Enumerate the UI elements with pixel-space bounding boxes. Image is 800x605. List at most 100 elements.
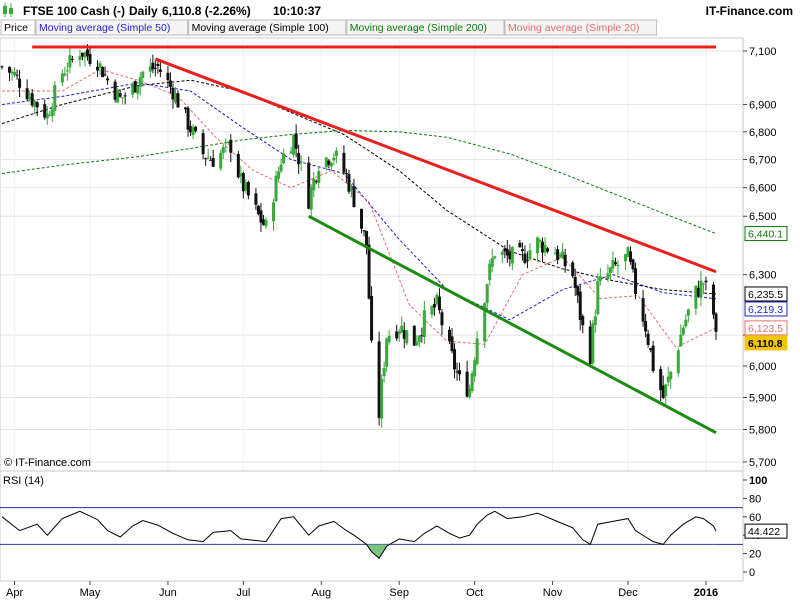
candle-body	[684, 319, 688, 327]
rsi-tick-label: 20	[749, 549, 761, 561]
candle-body	[606, 273, 610, 280]
candle-body	[382, 368, 386, 377]
value-badge-moving-average-simple-100	[744, 286, 788, 302]
candle-body	[505, 249, 509, 256]
candle-body	[523, 253, 527, 263]
legend-item-moving-average-simple-200	[346, 19, 505, 36]
candle-body	[80, 52, 84, 57]
candle-body	[370, 295, 374, 341]
value-badge-price	[744, 335, 788, 351]
candle-body	[342, 152, 346, 173]
trendline-downtrend-resistance	[154, 57, 717, 274]
candle-body	[714, 313, 718, 332]
candle-body	[53, 85, 57, 111]
y-tick-label: 6,300	[749, 270, 777, 282]
candle-body	[470, 373, 474, 392]
candle-body	[28, 97, 32, 99]
candle-body	[209, 159, 213, 161]
candle-body	[70, 58, 74, 60]
candle-body	[644, 321, 648, 332]
candle-body	[224, 142, 228, 144]
candle-body	[68, 55, 72, 68]
candle-body	[525, 259, 529, 261]
candle-body	[158, 69, 162, 72]
candle-body	[153, 67, 157, 69]
candle-body	[101, 66, 105, 78]
candle-body	[184, 107, 188, 110]
candle-body	[400, 325, 404, 333]
rsi-title: RSI (14)	[3, 475, 44, 487]
legend-label: Moving average (Simple 50)	[39, 22, 170, 34]
candle-body	[576, 286, 580, 296]
candle-body	[405, 330, 409, 344]
y-tick-label: 5,700	[749, 457, 777, 469]
candle-body	[168, 80, 172, 87]
candle-body	[536, 237, 539, 254]
value-badge-text: 6,440.1	[748, 229, 783, 241]
rsi-tick-label: 100	[749, 475, 767, 487]
legend-label: Moving average (Simple 100)	[192, 22, 329, 34]
candle-body	[299, 161, 303, 163]
candle-body	[611, 259, 615, 269]
candle-body	[312, 178, 316, 191]
ma-line-moving-average-simple-100	[1, 79, 717, 295]
legend-item-moving-average-simple-50	[35, 19, 189, 36]
candle-body	[349, 185, 353, 191]
rsi-value-badge	[744, 523, 788, 539]
candle-body	[485, 284, 489, 304]
x-tick-label: May	[80, 587, 101, 599]
candle-body	[204, 158, 208, 160]
candle-body	[543, 244, 547, 253]
candle-body	[219, 152, 223, 169]
candle-body	[380, 378, 384, 419]
candle-body	[578, 291, 582, 321]
x-tick-label: Oct	[466, 587, 483, 599]
candle-body	[173, 93, 177, 103]
x-tick-label: Aug	[311, 587, 331, 599]
candle-body	[623, 254, 627, 262]
candle-body	[664, 384, 668, 397]
rsi-oversold-fill	[366, 544, 390, 559]
value-badge-text: 6,110.8	[748, 338, 783, 350]
candle-body	[455, 371, 459, 373]
candle-body	[194, 126, 198, 132]
candle-body	[669, 371, 673, 380]
y-tick-label: 7,100	[749, 46, 777, 58]
candle-body	[191, 127, 195, 135]
rsi-series	[1, 510, 717, 559]
candle-body	[189, 126, 193, 133]
candle-body	[528, 250, 532, 260]
up-candle-icon	[3, 3, 13, 17]
candle-body	[503, 248, 507, 252]
candle-body	[541, 241, 545, 253]
y-tick-label: 6,000	[749, 361, 777, 373]
candle-body	[133, 81, 137, 93]
candle-body	[136, 86, 140, 94]
axis-value-labels: 6,440.1 6,235.5 6,219.3 6,123.5 6,110.8	[744, 226, 788, 351]
candle-body	[440, 312, 444, 326]
period-label: Daily	[129, 4, 158, 18]
candle-body	[608, 267, 612, 274]
candle-body	[561, 251, 565, 259]
candle-body	[33, 100, 37, 107]
candle-body	[661, 385, 665, 398]
y-tick-label: 5,900	[749, 392, 777, 404]
candle-body	[254, 193, 258, 205]
candle-body	[556, 249, 560, 261]
candle-body	[616, 265, 620, 267]
candle-body	[598, 276, 602, 281]
candle-body	[261, 219, 265, 225]
candle-body	[0, 66, 4, 68]
candle-body	[211, 158, 215, 167]
candle-body	[116, 89, 120, 103]
price-candles	[0, 44, 718, 428]
candle-body	[246, 181, 250, 196]
legend-item-moving-average-simple-20	[504, 19, 658, 36]
candle-body	[118, 93, 122, 97]
candle-body	[264, 219, 268, 227]
candle-body	[387, 335, 391, 343]
candle-body	[206, 157, 210, 159]
candle-body	[546, 248, 550, 252]
candle-body	[25, 88, 29, 100]
candle-body	[558, 254, 562, 257]
